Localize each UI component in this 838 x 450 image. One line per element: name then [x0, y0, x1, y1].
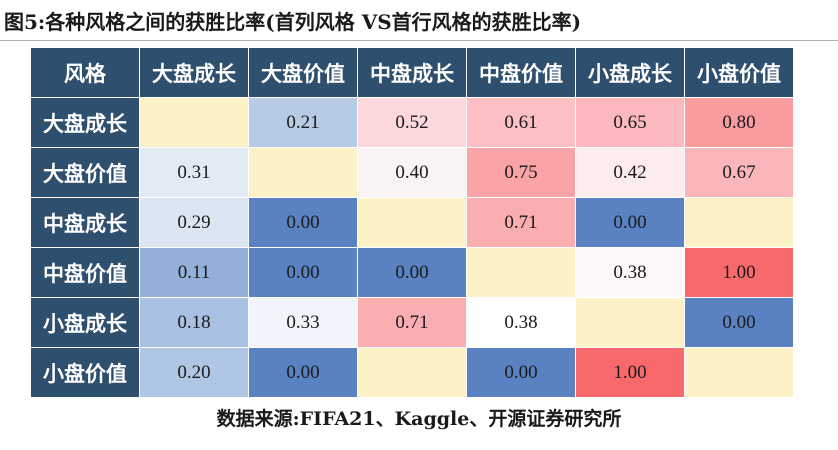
value-cell: 0.75	[466, 147, 576, 198]
table-row: 大盘价值 0.31 0.40 0.75 0.42 0.67	[30, 147, 794, 198]
column-header-cell: 中盘成长	[357, 47, 467, 98]
table-row: 中盘成长 0.29 0.00 0.71 0.00	[30, 197, 794, 248]
row-header-cell: 大盘成长	[30, 97, 140, 148]
win-rate-table: 风格 大盘成长 大盘价值 中盘成长 中盘价值 小盘成长 小盘价值 大盘成长 0.2…	[30, 47, 794, 398]
title-divider	[0, 40, 838, 41]
value-cell: 0.20	[139, 347, 249, 398]
value-cell: 0.80	[684, 97, 794, 148]
value-cell: 0.00	[248, 347, 358, 398]
table-body: 大盘成长 0.21 0.52 0.61 0.65 0.80 大盘价值 0.31 0.40 0.75…	[30, 97, 794, 398]
value-cell: 0.00	[684, 297, 794, 348]
value-cell	[684, 197, 794, 248]
value-cell: 1.00	[575, 347, 685, 398]
value-cell	[139, 97, 249, 148]
table-row: 大盘成长 0.21 0.52 0.61 0.65 0.80	[30, 97, 794, 148]
row-header-cell: 小盘成长	[30, 297, 140, 348]
value-cell	[684, 347, 794, 398]
value-cell: 0.11	[139, 247, 249, 298]
value-cell	[248, 147, 358, 198]
column-header-cell: 小盘成长	[575, 47, 685, 98]
value-cell: 0.21	[248, 97, 358, 148]
value-cell: 0.42	[575, 147, 685, 198]
source-note: 数据来源:FIFA21、Kaggle、开源证券研究所	[216, 408, 622, 430]
value-cell: 0.00	[248, 197, 358, 248]
value-cell: 0.38	[466, 297, 576, 348]
column-header-cell: 大盘价值	[248, 47, 358, 98]
column-header-cell: 大盘成长	[139, 47, 249, 98]
value-cell	[466, 247, 576, 298]
value-cell: 0.52	[357, 97, 467, 148]
table-row: 小盘成长 0.18 0.33 0.71 0.38 0.00	[30, 297, 794, 348]
row-header-cell: 小盘价值	[30, 347, 140, 398]
value-cell: 0.65	[575, 97, 685, 148]
table-row: 中盘价值 0.11 0.00 0.00 0.38 1.00	[30, 247, 794, 298]
table-row: 小盘价值 0.20 0.00 0.00 1.00	[30, 347, 794, 398]
column-header-cell: 中盘价值	[466, 47, 576, 98]
value-cell: 0.38	[575, 247, 685, 298]
value-cell: 0.00	[248, 247, 358, 298]
header-row: 风格 大盘成长 大盘价值 中盘成长 中盘价值 小盘成长 小盘价值	[30, 47, 794, 98]
value-cell: 0.00	[357, 247, 467, 298]
value-cell: 0.00	[466, 347, 576, 398]
value-cell: 0.00	[575, 197, 685, 248]
value-cell: 0.18	[139, 297, 249, 348]
row-header-cell: 中盘成长	[30, 197, 140, 248]
value-cell: 0.67	[684, 147, 794, 198]
value-cell: 0.61	[466, 97, 576, 148]
value-cell: 0.40	[357, 147, 467, 198]
value-cell	[357, 197, 467, 248]
corner-header-cell: 风格	[30, 47, 140, 98]
value-cell: 0.31	[139, 147, 249, 198]
row-header-cell: 中盘价值	[30, 247, 140, 298]
value-cell: 0.71	[466, 197, 576, 248]
value-cell: 1.00	[684, 247, 794, 298]
column-header-cell: 小盘价值	[684, 47, 794, 98]
row-header-cell: 大盘价值	[30, 147, 140, 198]
value-cell: 0.33	[248, 297, 358, 348]
value-cell	[575, 297, 685, 348]
value-cell: 0.29	[139, 197, 249, 248]
figure-title: 图5:各种风格之间的获胜比率(首列风格 VS首行风格的获胜比率)	[4, 10, 582, 34]
value-cell	[357, 347, 467, 398]
value-cell: 0.71	[357, 297, 467, 348]
